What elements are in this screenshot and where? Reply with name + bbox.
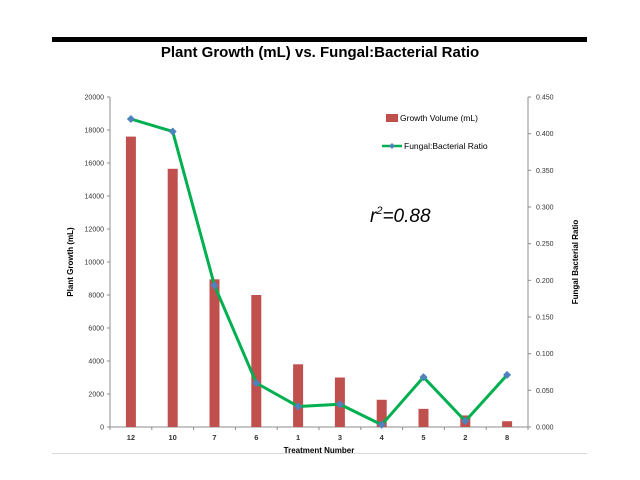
point-fungal-bacterial-ratio (210, 281, 219, 290)
legend-swatch-bar (386, 114, 398, 122)
x-axis-title: Treatment Number (284, 446, 355, 455)
bar-growth-volume (251, 295, 262, 427)
y-axis-title: Plant Growth (mL) (66, 227, 75, 297)
y2-tick-label: 0.050 (536, 388, 554, 395)
y2-tick-label: 0.450 (536, 95, 554, 102)
bar-growth-volume (502, 421, 513, 427)
y2-tick-label: 0.000 (536, 425, 554, 432)
legend-label-growth: Growth Volume (mL) (400, 113, 478, 123)
r-squared-annotation: r2=0.88 (370, 205, 431, 227)
x-tick-label: 4 (380, 433, 385, 442)
y-tick-label: 18000 (85, 128, 105, 135)
bottom-rule (52, 453, 587, 454)
bar-growth-volume (125, 136, 136, 427)
y-tick-label: 12000 (85, 227, 105, 234)
bar-growth-volume (376, 399, 387, 427)
annotation-sup: 2 (375, 205, 382, 217)
x-tick-label: 12 (127, 433, 135, 442)
y-tick-label: 4000 (88, 359, 104, 366)
point-fungal-bacterial-ratio (168, 127, 177, 136)
x-tick-label: 7 (212, 433, 216, 442)
y-tick-label: 14000 (85, 194, 105, 201)
y2-tick-label: 0.400 (536, 131, 554, 138)
legend-swatch-marker (389, 143, 395, 149)
y-tick-label: 2000 (88, 392, 104, 399)
top-rule (52, 37, 587, 42)
x-tick-label: 10 (169, 433, 177, 442)
point-fungal-bacterial-ratio (252, 379, 261, 387)
y-tick-label: 6000 (88, 326, 104, 333)
y2-tick-label: 0.250 (536, 241, 554, 248)
y2-axis-title: Fungal Bacterial Ratio (571, 220, 580, 305)
x-tick-label: 2 (463, 433, 467, 442)
bar-growth-volume (418, 408, 429, 427)
y2-tick-label: 0.300 (536, 205, 554, 212)
point-fungal-bacterial-ratio (503, 370, 512, 379)
x-tick-label: 1 (296, 433, 300, 442)
x-tick-label: 3 (338, 433, 342, 442)
point-fungal-bacterial-ratio (126, 115, 135, 123)
x-tick-label: 5 (421, 433, 425, 442)
bar-growth-volume (167, 168, 178, 427)
y-tick-label: 20000 (85, 95, 105, 102)
bar-growth-volume (209, 279, 220, 427)
y-tick-label: 10000 (85, 260, 105, 267)
point-fungal-bacterial-ratio (461, 417, 470, 426)
y-tick-label: 16000 (85, 161, 105, 168)
annotation-rest: =0.88 (382, 206, 431, 227)
annotation-base: r (370, 206, 377, 227)
legend-label-ratio: Fungal:Bacterial Ratio (404, 141, 488, 151)
y-tick-label: 0 (100, 425, 104, 432)
y2-tick-label: 0.200 (536, 278, 554, 285)
point-fungal-bacterial-ratio (335, 400, 344, 409)
chart-title: Plant Growth (mL) vs. Fungal:Bacterial R… (160, 44, 480, 61)
bar-growth-volume (293, 364, 304, 427)
line-fungal-bacterial-ratio (130, 117, 509, 427)
y2-tick-label: 0.350 (536, 168, 554, 175)
y2-tick-label: 0.150 (536, 315, 554, 322)
y2-tick-label: 0.100 (536, 351, 554, 358)
x-tick-label: 8 (505, 433, 509, 442)
y-tick-label: 8000 (88, 293, 104, 300)
point-fungal-bacterial-ratio (419, 373, 428, 382)
x-tick-label: 6 (254, 433, 258, 442)
point-fungal-bacterial-ratio (294, 402, 303, 411)
point-fungal-bacterial-ratio (377, 420, 386, 429)
